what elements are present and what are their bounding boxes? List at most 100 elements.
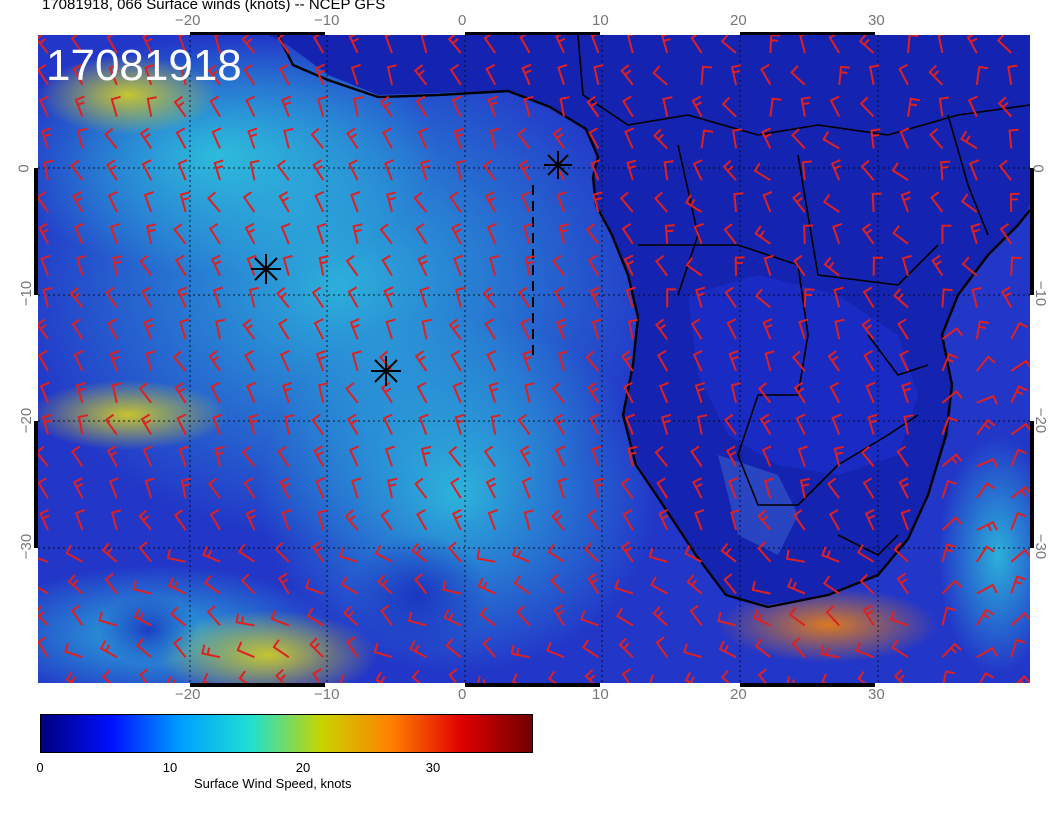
wind-barb <box>101 542 118 563</box>
wind-barb <box>618 637 634 658</box>
right-edge-tick <box>1030 168 1034 295</box>
page-title: 17081918, 066 Surface winds (knots) -- N… <box>42 0 386 13</box>
wind-barb <box>653 191 668 213</box>
wind-barb <box>488 254 500 276</box>
wind-barb <box>761 127 772 149</box>
wind-barb <box>202 546 221 563</box>
wind-barb <box>105 286 118 308</box>
wind-barb <box>518 159 531 181</box>
wind-barb <box>448 445 462 468</box>
wind-barb <box>442 580 462 595</box>
wind-barb <box>72 191 84 213</box>
wind-barb <box>109 222 121 245</box>
wind-barb <box>838 65 851 85</box>
wind-barb <box>863 350 875 372</box>
wind-barb <box>757 382 772 404</box>
wind-barb <box>142 445 153 467</box>
wind-barb <box>720 669 731 683</box>
wind-barb <box>733 192 744 213</box>
wind-barb <box>788 606 806 627</box>
wind-barb <box>700 129 714 149</box>
wind-barb <box>960 130 978 150</box>
wind-barb <box>38 577 49 595</box>
wind-barb <box>1000 286 1013 308</box>
wind-barb <box>417 127 428 149</box>
wind-barb <box>859 573 875 595</box>
wind-map[interactable]: 17081918 <box>38 35 1030 683</box>
wind-barb <box>452 381 463 404</box>
wind-barb <box>941 416 958 435</box>
wind-barb <box>862 477 875 499</box>
wind-barb <box>38 222 49 245</box>
wind-barb <box>340 576 359 595</box>
wind-barb <box>176 413 187 436</box>
wind-barb <box>720 542 737 563</box>
wind-barb <box>856 544 875 563</box>
wind-barb <box>997 96 1012 118</box>
wind-barb <box>941 224 952 244</box>
wind-barb <box>210 381 221 404</box>
wind-barb <box>379 223 393 245</box>
wind-barb <box>146 96 157 117</box>
wind-barb <box>621 350 634 372</box>
wind-barb <box>409 640 427 659</box>
wind-barb <box>870 128 881 149</box>
wind-barb <box>513 575 531 595</box>
wind-barb <box>314 190 325 213</box>
bottom-edge-tick <box>190 683 325 687</box>
wind-barb <box>834 318 845 340</box>
wind-barb <box>660 413 672 435</box>
wind-barb <box>106 35 118 54</box>
wind-barb <box>623 254 635 277</box>
wind-barb <box>663 160 674 181</box>
wind-barb <box>694 381 705 404</box>
wind-barb <box>241 35 256 54</box>
wind-barb <box>769 97 782 117</box>
wind-barb <box>345 382 359 404</box>
wind-barb <box>803 224 814 244</box>
wind-barb <box>110 509 122 531</box>
wind-barb <box>930 191 944 213</box>
wind-barb <box>484 191 497 213</box>
wind-barb <box>721 96 737 118</box>
wind-barb <box>899 349 909 372</box>
wind-barb <box>931 254 944 277</box>
wind-barb <box>693 222 704 245</box>
wind-barb <box>38 605 49 627</box>
wind-barb <box>242 191 256 213</box>
wind-barb <box>726 318 737 340</box>
wind-barb <box>700 65 712 85</box>
wind-barb <box>1010 548 1030 563</box>
wind-barb <box>384 35 393 54</box>
wind-barb <box>860 445 875 468</box>
wind-barb <box>104 127 118 150</box>
wind-barb <box>625 286 636 308</box>
wind-barb <box>483 35 497 54</box>
wind-barb <box>620 477 634 499</box>
wind-barb <box>351 350 362 372</box>
wind-barb <box>311 413 325 436</box>
wind-barb <box>872 256 883 276</box>
wind-barb <box>272 639 290 659</box>
wind-barb <box>315 350 326 372</box>
wind-barb <box>248 286 260 308</box>
wind-barb <box>274 541 290 563</box>
wind-barb <box>519 445 531 467</box>
wind-barb <box>347 286 359 308</box>
wind-barb <box>785 549 805 563</box>
wind-barb <box>245 508 256 531</box>
wind-barb <box>683 643 702 659</box>
wind-barb <box>449 63 462 86</box>
wind-barb <box>975 482 996 499</box>
wind-barb <box>101 669 112 683</box>
wind-barb <box>558 223 569 245</box>
bottom-edge-tick <box>740 683 875 687</box>
wind-barb <box>353 96 364 117</box>
wind-barb <box>893 542 909 563</box>
wind-barb <box>941 642 962 658</box>
lat-tick-right: −10 <box>1032 280 1050 307</box>
wind-barb <box>658 381 669 404</box>
wind-barb <box>691 95 703 118</box>
wind-barb <box>349 318 360 340</box>
wind-barb <box>284 414 295 435</box>
